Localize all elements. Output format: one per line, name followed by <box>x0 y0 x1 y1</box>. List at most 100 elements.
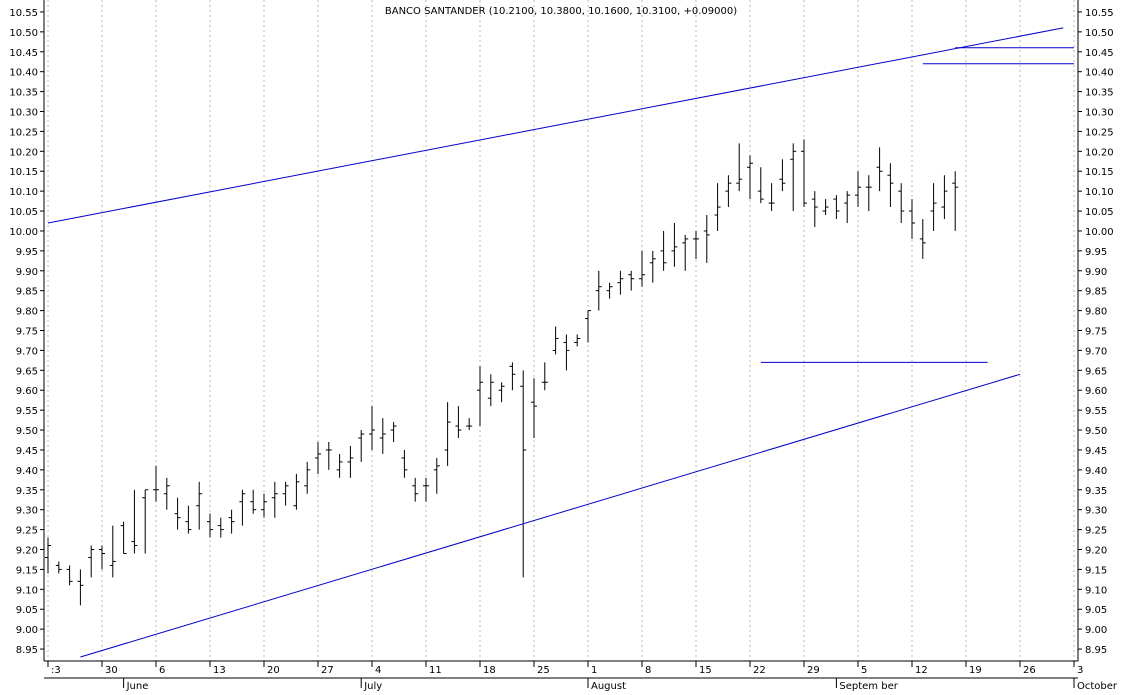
y-tick-label: 9.70 <box>16 346 38 357</box>
ohlc-bar <box>768 183 775 212</box>
ohlc-bar <box>595 270 602 311</box>
y-tick-label: 9.75 <box>1085 327 1107 338</box>
y-tick-label: 10.55 <box>9 8 38 19</box>
y-tick-label: 10.10 <box>9 187 38 198</box>
ohlc-bar <box>347 445 354 478</box>
ohlc-bar <box>541 362 548 391</box>
y-tick-label: 9.60 <box>1085 386 1107 397</box>
y-tick-label: 9.95 <box>16 247 38 258</box>
ohlc-bar <box>714 183 721 231</box>
ohlc-bar <box>833 195 840 220</box>
y-tick-label: 10.20 <box>9 147 38 158</box>
x-tick-label: :3 <box>51 665 61 676</box>
y-tick-label: 9.85 <box>16 287 38 298</box>
ohlc-bar <box>325 441 332 470</box>
y-tick-label: 9.20 <box>16 546 38 557</box>
y-tick-label: 9.80 <box>16 307 38 318</box>
ohlc-bar <box>477 366 483 427</box>
ohlc-bar <box>163 477 170 510</box>
labels: BANCO SANTANDER (10.2100, 10.3800, 10.16… <box>9 6 1118 692</box>
ohlc-bar <box>811 191 818 227</box>
ohlc-bar <box>315 441 321 474</box>
month-label: July <box>363 681 382 691</box>
ohlc-bar <box>293 473 300 510</box>
month-label: June <box>126 681 149 691</box>
x-tick-label: 11 <box>429 665 442 676</box>
ohlc-bar <box>531 378 537 439</box>
ohlc-bar <box>693 230 699 259</box>
y-tick-label: 9.15 <box>1085 565 1107 576</box>
trend-lines <box>47 27 1074 658</box>
ohlc-bar <box>498 382 505 403</box>
ohlc-bar <box>855 171 861 208</box>
y-tick-label: 9.80 <box>1085 307 1107 318</box>
ohlc-bar <box>55 561 62 574</box>
ohlc-bar <box>142 489 149 554</box>
ohlc-bar <box>174 497 181 530</box>
y-tick-label: 10.40 <box>1085 68 1114 79</box>
ohlc-bar <box>304 461 311 494</box>
ohlc-bar <box>45 537 51 574</box>
y-tick-label: 9.30 <box>1085 506 1107 517</box>
y-tick-label: 9.50 <box>16 426 38 437</box>
x-tick-label: 8 <box>645 665 651 676</box>
y-tick-label: 10.00 <box>1085 227 1114 238</box>
ohlc-bar <box>822 199 829 216</box>
ohlc-bar <box>207 513 213 538</box>
ohlc-bar <box>844 191 851 223</box>
ohlc-bar <box>909 199 915 239</box>
y-tick-label: 9.70 <box>1085 346 1107 357</box>
ohlc-bar <box>552 326 559 355</box>
y-tick-label: 8.95 <box>16 645 38 656</box>
ohlc-bar <box>941 175 948 220</box>
ohlc-bar <box>423 477 429 502</box>
ohlc-bar <box>271 481 278 518</box>
ohlc-bar <box>196 481 203 530</box>
y-tick-label: 9.35 <box>16 486 38 497</box>
ohlc-bar <box>887 163 894 208</box>
ohlc-bar <box>671 222 678 267</box>
y-tick-label: 10.50 <box>9 28 38 39</box>
ohlc-bar <box>898 183 905 223</box>
ohlc-bar <box>412 477 419 502</box>
ohlc-bar <box>747 155 753 200</box>
y-tick-label: 10.05 <box>1085 207 1114 218</box>
x-tick-label: 25 <box>537 665 550 676</box>
y-tick-label: 10.35 <box>1085 88 1114 99</box>
y-tick-label: 9.45 <box>16 446 38 457</box>
grid <box>47 0 1075 661</box>
y-tick-label: 10.55 <box>1085 8 1114 19</box>
ohlc-bar <box>703 215 710 263</box>
ohlc-bar <box>563 334 570 371</box>
x-tick-label: 5 <box>861 665 867 676</box>
y-tick-label: 9.75 <box>16 327 38 338</box>
ohlc-bar <box>390 422 397 442</box>
ohlc-bar <box>379 418 386 454</box>
ohlc-bar <box>369 406 375 450</box>
ohlc-bar <box>455 406 462 439</box>
y-tick-label: 9.05 <box>1085 605 1107 616</box>
ohlc-bar <box>930 183 937 231</box>
ohlc-bar <box>401 449 408 478</box>
ohlc-bar <box>153 465 159 502</box>
ohlc-bar <box>66 565 73 586</box>
ohlc-bar <box>509 362 516 391</box>
ohlc-bar <box>358 430 365 462</box>
y-tick-label: 9.40 <box>1085 466 1107 477</box>
month-label: August <box>591 681 626 691</box>
ohlc-bar <box>185 505 192 534</box>
ohlc-bar <box>433 457 440 494</box>
y-tick-label: 10.40 <box>9 68 38 79</box>
ohlc-bar <box>487 374 494 407</box>
chart-title: BANCO SANTANDER (10.2100, 10.3800, 10.16… <box>385 6 737 17</box>
y-tick-label: 9.30 <box>16 506 38 517</box>
x-tick-label: 20 <box>267 665 280 676</box>
y-tick-label: 9.05 <box>16 605 38 616</box>
x-tick-label: 1 <box>591 665 597 676</box>
y-tick-label: 9.55 <box>16 406 38 417</box>
y-tick-label: 9.25 <box>1085 526 1107 537</box>
ohlc-bar <box>801 139 807 208</box>
y-tick-label: 10.50 <box>1085 28 1114 39</box>
